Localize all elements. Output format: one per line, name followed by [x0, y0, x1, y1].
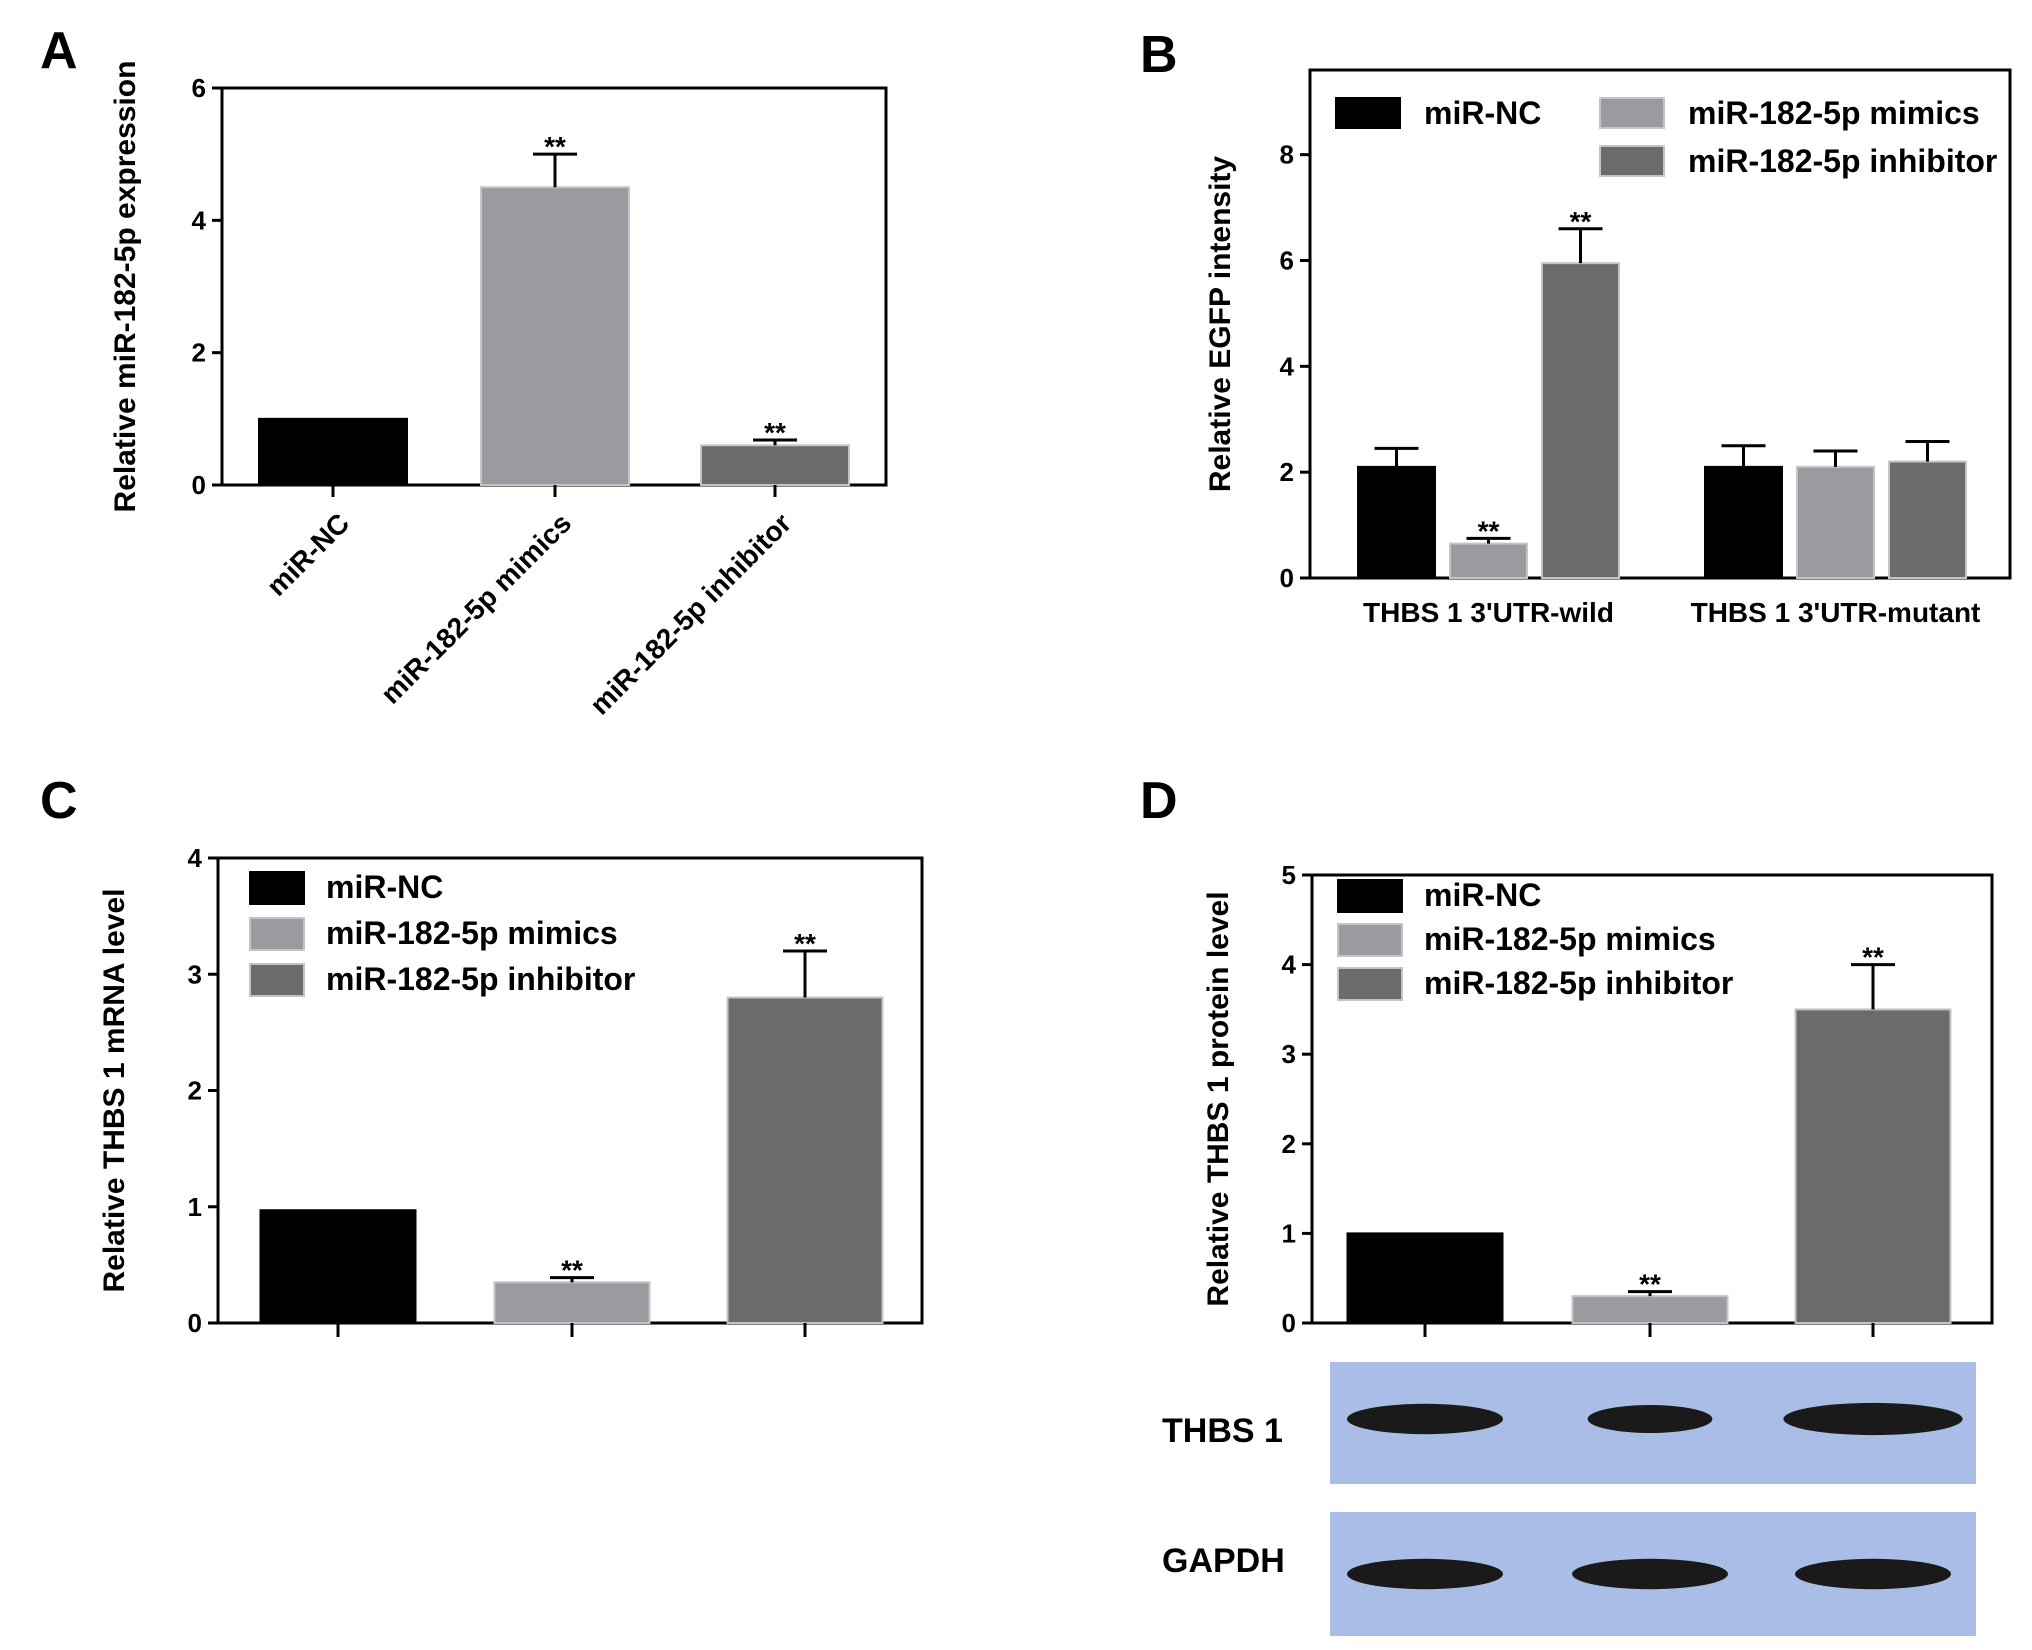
y-tick-label: 4 [188, 843, 203, 873]
blot-band [1347, 1558, 1503, 1590]
panel-label-a: A [40, 22, 78, 80]
y-tick-label: 0 [1282, 1308, 1296, 1338]
legend-swatch [1599, 145, 1665, 177]
significance-label: ** [764, 417, 786, 448]
y-tick-label: 2 [1282, 1129, 1296, 1159]
bar [1541, 262, 1620, 579]
y-tick-label: 3 [1282, 1039, 1296, 1069]
legend-entry: miR-182-5p inhibitor [326, 961, 635, 997]
panel-label-d: D [1140, 772, 1178, 830]
legend-swatch [249, 871, 305, 905]
legend-entry: miR-182-5p inhibitor [1688, 143, 1997, 179]
legend-swatch [1337, 923, 1403, 957]
legend-entry: miR-182-5p mimics [1424, 921, 1716, 957]
legend-swatch [1337, 879, 1403, 913]
significance-label: ** [561, 1255, 583, 1286]
legend-swatch [1599, 97, 1665, 129]
y-tick-label: 4 [1280, 351, 1295, 381]
legend-swatch [1337, 967, 1403, 1001]
y-axis-title: Relative miR-182-5p expression [109, 61, 142, 513]
plot-frame [1308, 68, 2012, 580]
legend-swatch [1335, 97, 1401, 129]
bar [480, 186, 630, 486]
y-tick-label: 2 [192, 338, 206, 368]
legend-entry: miR-182-5p mimics [326, 915, 618, 951]
bar [1888, 460, 1967, 580]
bar [258, 417, 408, 487]
legend-entry: miR-182-5p mimics [1688, 95, 1980, 131]
x-group-label: THBS 1 3'UTR-wild [1363, 597, 1614, 628]
y-axis-title: Relative THBS 1 protein level [1202, 891, 1235, 1306]
bar [1346, 1232, 1504, 1325]
blot-band [1783, 1402, 1963, 1436]
legend-entry: miR-NC [1424, 877, 1541, 913]
blot-band [1347, 1403, 1503, 1435]
x-category-label: miR-NC [261, 507, 356, 602]
significance-label: ** [794, 928, 816, 959]
bar [1357, 465, 1436, 579]
y-tick-label: 6 [1280, 246, 1294, 276]
bar [259, 1209, 417, 1325]
bar [493, 1281, 651, 1324]
significance-label: ** [544, 131, 566, 162]
legend-swatch [249, 917, 305, 951]
blot-band [1587, 1405, 1713, 1433]
blot-band [1572, 1558, 1728, 1590]
legend-swatch [249, 963, 305, 997]
significance-label: ** [1862, 942, 1884, 973]
y-tick-label: 5 [1282, 860, 1296, 890]
y-tick-label: 4 [192, 205, 207, 235]
legend-entry: miR-NC [326, 869, 443, 905]
y-tick-label: 6 [192, 73, 206, 103]
bar [726, 996, 884, 1324]
bar [1449, 542, 1528, 580]
y-tick-label: 0 [1280, 563, 1294, 593]
bar [1796, 465, 1875, 579]
bar [1571, 1295, 1729, 1324]
x-category-label: miR-182-5p mimics [375, 507, 577, 709]
panel-label-c: C [40, 772, 78, 830]
bar [700, 444, 850, 486]
blot-row-label: GAPDH [1162, 1542, 1285, 1580]
legend-entry: miR-NC [1424, 95, 1541, 131]
blot-row-label: THBS 1 [1162, 1412, 1283, 1450]
y-axis-title: Relative EGFP intensity [1204, 156, 1237, 493]
y-tick-label: 3 [188, 959, 202, 989]
y-tick-label: 2 [1280, 457, 1294, 487]
y-tick-label: 2 [188, 1076, 202, 1106]
y-tick-label: 8 [1280, 140, 1294, 170]
x-group-label: THBS 1 3'UTR-mutant [1691, 597, 1981, 628]
x-category-label: miR-182-5p inhibitor [584, 507, 797, 720]
y-axis-title: Relative THBS 1 mRNA level [98, 888, 131, 1292]
bar [1794, 1008, 1952, 1325]
y-tick-label: 0 [192, 470, 206, 500]
y-tick-label: 0 [188, 1308, 202, 1338]
blot-band [1795, 1558, 1951, 1590]
bar [1704, 465, 1783, 579]
y-tick-label: 4 [1282, 950, 1297, 980]
legend-entry: miR-182-5p inhibitor [1424, 965, 1733, 1001]
significance-label: ** [1570, 206, 1592, 237]
significance-label: ** [1639, 1269, 1661, 1300]
y-tick-label: 1 [1282, 1218, 1296, 1248]
panel-label-b: B [1140, 26, 1178, 84]
y-tick-label: 1 [188, 1192, 202, 1222]
significance-label: ** [1478, 515, 1500, 546]
